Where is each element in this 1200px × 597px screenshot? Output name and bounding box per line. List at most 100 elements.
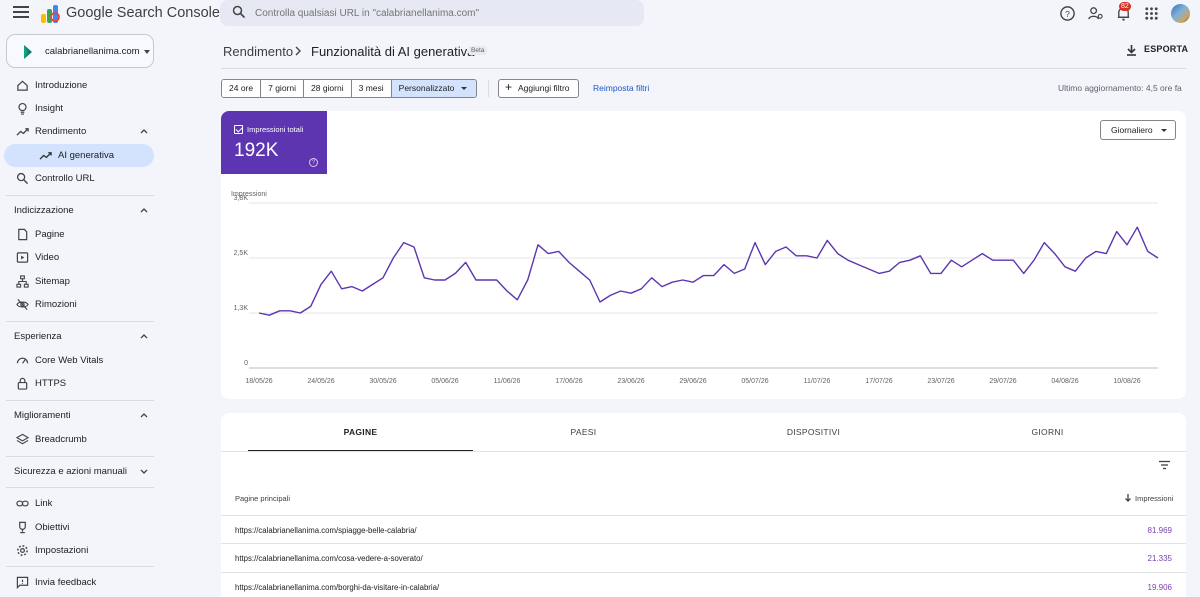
chevron-up-icon[interactable]: [140, 128, 148, 134]
video-icon: [16, 252, 29, 263]
sidebar-item-label: Sitemap: [35, 276, 70, 287]
menu-icon[interactable]: [13, 6, 29, 20]
sidebar-item-label: AI generativa: [58, 150, 114, 161]
impressions-line-chart: Impressioni 0 1,3K 2,5K 3,8K 18/05/26 24/05/…: [231, 191, 1159, 385]
section-miglioramenti[interactable]: Miglioramenti: [14, 410, 154, 428]
sidebar-item-impostazioni[interactable]: Impostazioni: [4, 539, 154, 562]
x-tick-label: 23/06/26: [617, 378, 644, 385]
table-card: [221, 413, 1186, 597]
trending-icon: [16, 128, 29, 136]
tabs-divider: [221, 451, 1186, 452]
sidebar-item-video[interactable]: Video: [4, 246, 154, 269]
trending-icon: [39, 152, 52, 160]
range-custom[interactable]: Personalizzato: [391, 80, 477, 97]
sidebar-item-controllo-url[interactable]: Controllo URL: [4, 167, 154, 190]
sidebar-item-link[interactable]: Link: [4, 492, 154, 515]
pages-icon: [18, 228, 28, 241]
sidebar-item-rimozioni[interactable]: Rimozioni: [4, 293, 154, 316]
page-title: Funzionalità di AI generativa: [311, 44, 475, 59]
sidebar-divider: [6, 321, 154, 322]
manage-users-icon[interactable]: [1087, 5, 1104, 22]
table-row[interactable]: https://calabrianellanima.com/cosa-veder…: [221, 543, 1186, 571]
page-url[interactable]: https://calabrianellanima.com/cosa-veder…: [235, 554, 423, 563]
sidebar-item-sitemap[interactable]: Sitemap: [4, 270, 154, 293]
export-button[interactable]: ESPORTA: [1144, 44, 1189, 54]
page-url[interactable]: https://calabrianellanima.com/spiagge-be…: [235, 526, 417, 535]
tab-dispositivi[interactable]: DISPOSITIVI: [786, 427, 841, 437]
svg-text:?: ?: [1065, 9, 1070, 19]
page-url[interactable]: https://calabrianellanima.com/borghi-da-…: [235, 583, 440, 592]
sidebar-divider: [6, 566, 154, 567]
search-input[interactable]: [255, 4, 635, 22]
breadcrumb[interactable]: Rendimento: [223, 44, 294, 59]
filter-list-icon[interactable]: [1158, 460, 1171, 470]
chevron-down-icon: [140, 469, 148, 474]
x-tick-label: 29/07/26: [989, 378, 1016, 385]
tab-pagine[interactable]: PAGINE: [248, 413, 473, 452]
reset-filters-link[interactable]: Reimposta filtri: [593, 83, 650, 93]
chart-grid: [249, 202, 1158, 369]
section-title: Miglioramenti: [14, 410, 71, 421]
chevron-right-icon: [295, 46, 301, 56]
sidebar-item-label: Video: [35, 252, 60, 263]
sidebar-item-https[interactable]: HTTPS: [4, 372, 154, 395]
sidebar-item-core-web-vitals[interactable]: Core Web Vitals: [4, 349, 154, 372]
granularity-dropdown[interactable]: Giornaliero: [1100, 120, 1176, 140]
total-impressions-metric[interactable]: Impressioni totali 192K ?: [221, 111, 327, 174]
chevron-up-icon: [140, 413, 148, 418]
y-tick-label: 1,3K: [234, 305, 249, 312]
sidebar-item-invia-feedback[interactable]: Invia feedback: [4, 571, 154, 594]
table-row[interactable]: https://calabrianellanima.com/borghi-da-…: [221, 572, 1186, 597]
x-tick-label: 04/08/26: [1051, 378, 1078, 385]
tab-paesi[interactable]: PAESI: [570, 427, 597, 437]
sidebar-item-introduzione[interactable]: Introduzione: [4, 74, 154, 97]
home-icon: [17, 80, 28, 91]
sort-down-icon[interactable]: [1124, 493, 1132, 502]
range-3m[interactable]: 3 mesi: [351, 80, 392, 97]
sidebar-item-label: Controllo URL: [35, 173, 95, 184]
sidebar-item-label: Link: [35, 498, 53, 509]
top-bar: Google Search Console ? 82: [0, 0, 1200, 28]
section-title: Indicizzazione: [14, 205, 74, 216]
help-icon[interactable]: ?: [1059, 5, 1076, 22]
sidebar-item-ai-generativa[interactable]: AI generativa: [4, 144, 154, 167]
section-title: Esperienza: [14, 331, 62, 342]
tab-giorni[interactable]: GIORNI: [1031, 427, 1064, 437]
column-header-impressions[interactable]: Impressioni: [1135, 494, 1174, 503]
x-tick-label: 11/07/26: [804, 378, 831, 385]
sidebar-item-breadcrumb[interactable]: Breadcrumb: [4, 428, 154, 451]
range-24h[interactable]: 24 ore: [222, 80, 262, 97]
date-range-selector: 24 ore 7 giorni 28 giorni 3 mesi Persona…: [221, 79, 478, 98]
sidebar-item-insight[interactable]: Insight: [4, 97, 154, 120]
header-divider: [221, 68, 1186, 69]
apps-grid-icon[interactable]: [1143, 5, 1160, 22]
checkbox-checked-icon: [234, 125, 243, 134]
sitemap-icon: [16, 275, 29, 288]
range-28d[interactable]: 28 giorni: [304, 80, 352, 97]
notification-count-badge: 82: [1119, 2, 1131, 11]
column-header-pages[interactable]: Pagine principali: [235, 494, 291, 503]
table-row[interactable]: https://calabrianellanima.com/spiagge-be…: [221, 515, 1186, 543]
y-tick-label: 0: [244, 360, 248, 367]
section-esperienza[interactable]: Esperienza: [14, 331, 154, 349]
add-filter-button[interactable]: Aggiungi filtro: [498, 79, 579, 98]
sidebar-item-label: Breadcrumb: [35, 434, 87, 445]
sidebar-item-label: HTTPS: [35, 378, 67, 389]
sidebar-item-obiettivi[interactable]: Obiettivi: [4, 516, 154, 539]
sidebar-item-label: Obiettivi: [35, 522, 70, 533]
help-icon[interactable]: ?: [309, 158, 318, 167]
section-indicizzazione[interactable]: Indicizzazione: [14, 205, 154, 223]
app-title: Google Search Console: [66, 5, 220, 21]
x-tick-label: 17/07/26: [865, 378, 892, 385]
url-inspection-search[interactable]: [220, 0, 644, 26]
section-sicurezza[interactable]: Sicurezza e azioni manuali: [14, 466, 154, 484]
sidebar-item-rendimento[interactable]: Rendimento: [4, 120, 154, 143]
download-icon[interactable]: [1126, 44, 1137, 56]
range-7d[interactable]: 7 giorni: [261, 80, 304, 97]
sidebar-item-label: Impostazioni: [35, 545, 89, 556]
sidebar-item-pagine[interactable]: Pagine: [4, 223, 154, 246]
avatar[interactable]: [1171, 4, 1190, 23]
chevron-up-icon: [140, 334, 148, 339]
property-selector[interactable]: calabrianellanima.com: [6, 34, 154, 68]
impressions-value: 21.335: [1147, 554, 1172, 563]
